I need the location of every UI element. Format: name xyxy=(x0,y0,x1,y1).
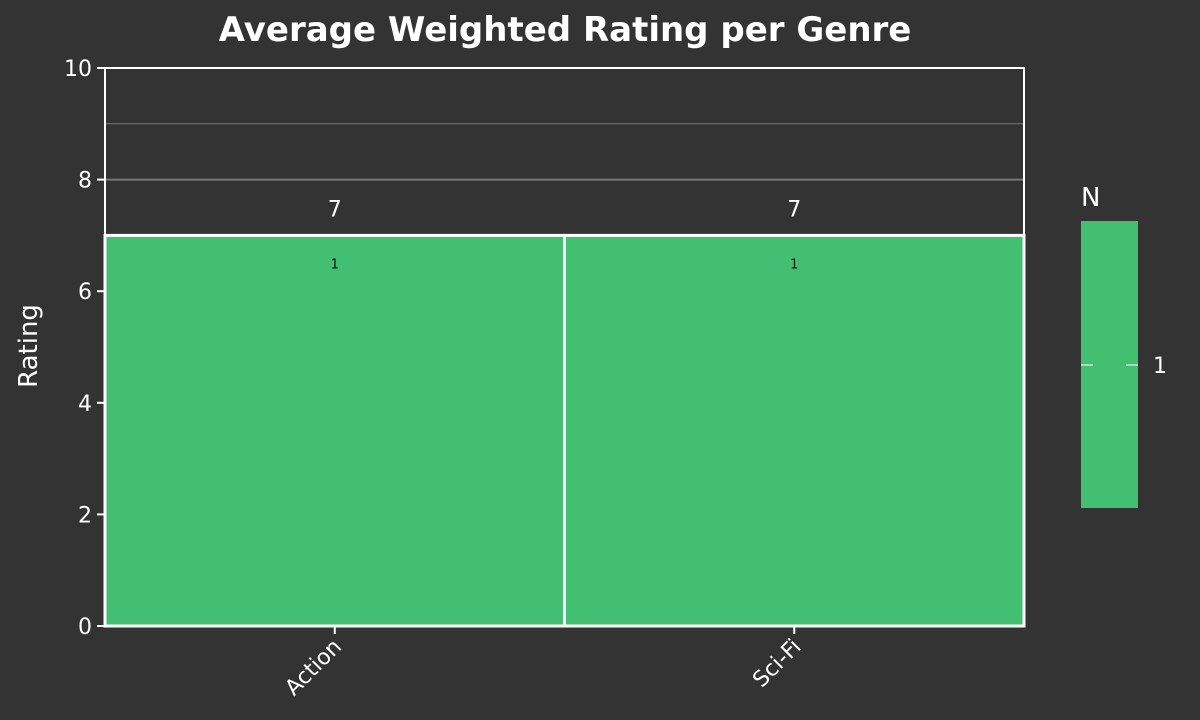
y-tick-label: 10 xyxy=(64,57,92,82)
plot-border xyxy=(104,67,1025,627)
legend-label: 1 xyxy=(1153,354,1167,379)
y-tick-label: 2 xyxy=(78,503,92,528)
bar-count-label: 1 xyxy=(331,257,339,272)
x-axis: Action Sci-Fi xyxy=(281,626,806,701)
y-axis-label: Rating xyxy=(14,304,44,388)
y-tick-label: 0 xyxy=(78,615,92,640)
legend-title: N xyxy=(1081,183,1100,213)
bar-value-label: 7 xyxy=(328,197,342,222)
chart-title: Average Weighted Rating per Genre xyxy=(219,10,912,50)
bar-action xyxy=(103,233,566,628)
y-tick-label: 8 xyxy=(78,169,92,194)
x-tick-label: Sci-Fi xyxy=(748,635,806,693)
y-tick-label: 4 xyxy=(78,392,92,417)
y-axis: 0 2 4 6 8 10 xyxy=(64,57,105,640)
y-tick-label: 6 xyxy=(78,280,92,305)
plot-frame xyxy=(104,67,1025,627)
bar-count-label: 1 xyxy=(790,257,798,272)
legend: N 1 xyxy=(1081,183,1167,508)
bar-value-label: 7 xyxy=(787,197,801,222)
bars-layer: 7 1 7 1 xyxy=(103,197,1026,628)
bar-sci-fi xyxy=(563,233,1026,628)
x-tick-label: Action xyxy=(281,635,347,701)
